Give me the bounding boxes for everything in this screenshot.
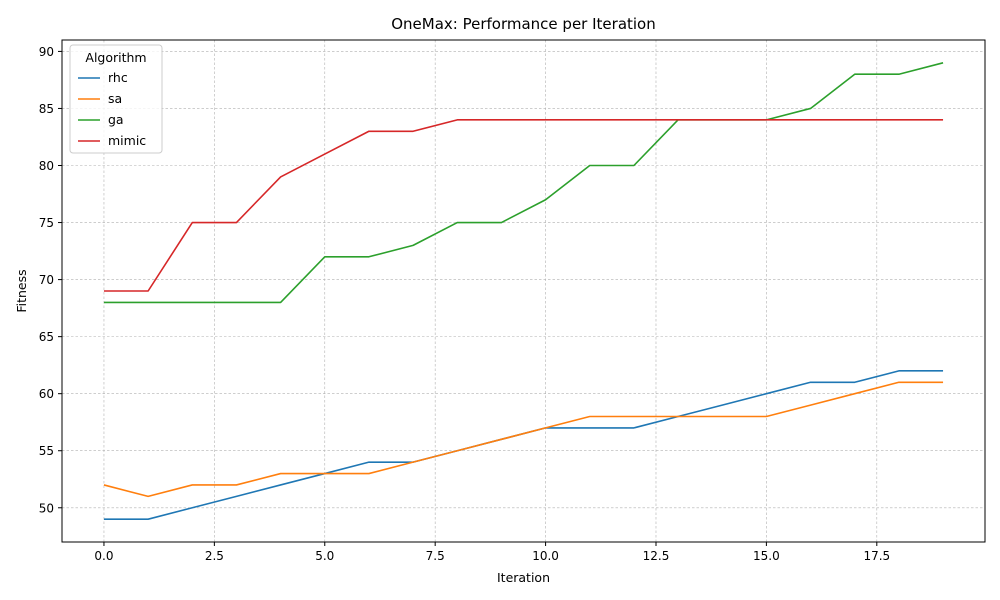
y-tick-label: 60	[39, 387, 54, 401]
y-tick-label: 50	[39, 501, 54, 515]
y-tick-label: 70	[39, 273, 54, 287]
x-tick-label: 2.5	[205, 549, 224, 563]
y-tick-label: 65	[39, 330, 54, 344]
x-tick-label: 7.5	[426, 549, 445, 563]
legend-label-ga: ga	[108, 112, 124, 127]
x-tick-label: 17.5	[863, 549, 890, 563]
x-tick-label: 12.5	[643, 549, 670, 563]
y-axis-label: Fitness	[14, 269, 29, 312]
y-tick-label: 90	[39, 45, 54, 59]
chart-title: OneMax: Performance per Iteration	[391, 15, 656, 33]
y-tick-label: 85	[39, 102, 54, 116]
x-axis: 0.0 2.5 5.0 7.5 10.0 12.5 15.0 17.5	[94, 542, 890, 563]
legend-label-mimic: mimic	[108, 133, 146, 148]
legend-box	[69, 44, 163, 154]
legend-title: Algorithm	[85, 50, 146, 65]
series-line-mimic	[103, 119, 944, 292]
y-tick-label: 80	[39, 159, 54, 173]
x-tick-label: 5.0	[315, 549, 334, 563]
legend: Algorithm rhc sa ga mimic	[69, 44, 163, 154]
x-axis-label: Iteration	[497, 570, 550, 585]
series-line-ga	[103, 62, 944, 304]
legend-items: rhc sa ga mimic	[78, 70, 146, 148]
y-tick-label: 55	[39, 444, 54, 458]
x-tick-label: 10.0	[532, 549, 559, 563]
x-tick-label: 0.0	[94, 549, 113, 563]
y-axis: 50 55 60 65 70 75 80 85 90	[39, 45, 62, 515]
series-lines	[103, 62, 944, 520]
legend-label-rhc: rhc	[108, 70, 128, 85]
legend-label-sa: sa	[108, 91, 122, 106]
x-tick-label: 15.0	[753, 549, 780, 563]
y-tick-label: 75	[39, 216, 54, 230]
plot-frame	[61, 39, 986, 543]
series-line-sa	[103, 381, 944, 498]
